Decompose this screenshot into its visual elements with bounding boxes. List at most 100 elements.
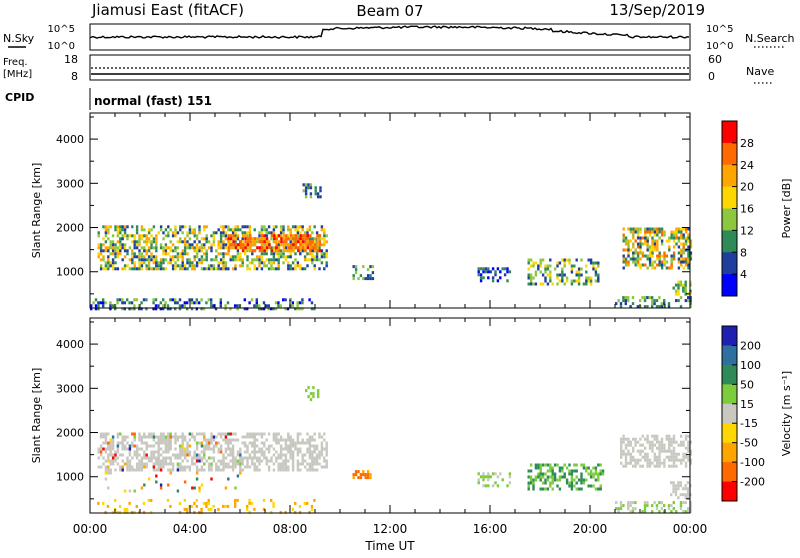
- velocity-cell-r6: [648, 440, 652, 444]
- power-cell-r5: [589, 282, 593, 286]
- power-cell-r3: [366, 277, 370, 281]
- velocity-cell-r0: [111, 444, 115, 448]
- power-cell-r0: [255, 240, 259, 244]
- power-cell-r0: [121, 234, 124, 238]
- velocity-cell-r0: [183, 438, 187, 442]
- power-cell-r6: [687, 239, 690, 243]
- velocity-cell-r2: [317, 395, 320, 399]
- power-cell-r4: [503, 267, 507, 271]
- velocity-cell-r5: [570, 475, 574, 479]
- power-cell-r0: [277, 264, 280, 268]
- power-cell-r7: [200, 298, 203, 302]
- velocity-cell-r0: [164, 450, 168, 454]
- velocity-cell-r7: [279, 510, 282, 514]
- power-cell-r0: [277, 252, 280, 256]
- velocity-cell-r0: [325, 444, 328, 448]
- velocity-cell-r0: [313, 468, 316, 472]
- velocity-cell-r6: [646, 440, 649, 444]
- power-cell-r6: [644, 263, 647, 267]
- power-cell-r0: [107, 267, 110, 271]
- velocity-cell-r0: [217, 447, 220, 451]
- power-cell-r0: [164, 228, 168, 232]
- velocity-cell-r4: [482, 484, 485, 488]
- velocity-cell-r0: [229, 441, 232, 445]
- power-cell-r1: [258, 237, 262, 241]
- velocity-cell-r5: [585, 478, 588, 482]
- power-cell-r8: [663, 305, 666, 309]
- power-cell-r7: [152, 301, 155, 305]
- power-cell-r0: [133, 267, 136, 271]
- power-cell-r7: [188, 298, 191, 302]
- velocity-cell-r8: [619, 504, 623, 508]
- velocity-cell-r0: [231, 468, 235, 472]
- power-cell-r0: [279, 252, 283, 256]
- power-cell-r0: [234, 258, 237, 262]
- power-cell-r6: [651, 227, 654, 231]
- velocity-cell-r7: [207, 498, 210, 502]
- velocity-cell-r0: [251, 450, 254, 454]
- power-cell-r1: [285, 240, 288, 244]
- power-cell-r0: [258, 255, 261, 259]
- velocity-cell-r0: [231, 438, 235, 442]
- power-cell-r6: [624, 263, 628, 267]
- velocity-cell-r0: [183, 468, 187, 472]
- power-cell-r0: [260, 267, 264, 271]
- velocity-cell-r0: [102, 441, 105, 445]
- power-cell-r0: [236, 246, 240, 250]
- power-cell-r6: [687, 254, 690, 258]
- power-cell-r6: [634, 230, 637, 234]
- velocity-cell-r0: [291, 465, 295, 469]
- power-cell-r0: [143, 240, 146, 244]
- velocity-cell-r5: [544, 487, 547, 491]
- velocity-cell-r0: [323, 438, 326, 442]
- velocity-cell-r5: [544, 472, 547, 476]
- power-cell-r5: [549, 279, 552, 283]
- power-cell-r0: [265, 264, 268, 268]
- power-cell-r0: [231, 246, 235, 250]
- power-cell-r0: [147, 264, 151, 268]
- power-cell-r6: [663, 263, 666, 267]
- power-cell-r6: [668, 266, 671, 270]
- velocity-cell-r0: [162, 441, 165, 445]
- velocity-cell-r0: [253, 441, 256, 445]
- power-cell-r6: [653, 230, 657, 234]
- power-cell-r0: [234, 228, 237, 232]
- velocity-cell-r4: [496, 475, 500, 479]
- velocity-cell-r9: [686, 490, 690, 494]
- power-cell-r0: [279, 231, 283, 235]
- power-cell-r1: [249, 249, 252, 253]
- power-cell-r0: [167, 261, 170, 265]
- velocity-cell-r9: [674, 487, 678, 491]
- power-cell-r0: [126, 225, 129, 229]
- velocity-cell-r0: [200, 465, 204, 469]
- velocity-cell-r0: [311, 450, 314, 454]
- power-colorbar-tick: 28: [740, 137, 754, 150]
- power-cell-r1: [309, 240, 312, 244]
- velocity-cell-r0: [255, 459, 259, 463]
- velocity-cell-r5: [599, 487, 602, 491]
- velocity-cell-r8: [629, 501, 632, 505]
- velocity-cell-r0: [323, 459, 326, 463]
- velocity-cell-r0: [224, 462, 228, 466]
- power-cell-r6: [658, 263, 661, 267]
- power-cell-r6: [672, 236, 676, 240]
- power-cell-r5: [592, 267, 595, 271]
- power-cell-r0: [219, 234, 223, 238]
- power-cell-r7: [126, 298, 129, 302]
- power-cell-r0: [114, 252, 117, 256]
- power-cell-r7: [272, 307, 275, 311]
- power-cell-r0: [174, 249, 177, 253]
- power-cell-r0: [212, 237, 216, 241]
- velocity-cell-r0: [126, 435, 129, 439]
- velocity-cell-r5: [527, 469, 530, 473]
- power-cell-r0: [234, 234, 237, 238]
- power-cell-r7: [157, 304, 160, 308]
- power-cell-r0: [155, 237, 158, 241]
- velocity-cell-r7: [193, 510, 196, 514]
- power-cell-r5: [546, 282, 550, 286]
- velocity-cell-r6: [639, 437, 642, 441]
- power-cell-r6: [648, 257, 652, 261]
- velocity-cell-r9: [677, 496, 680, 500]
- velocity-cell-r0: [289, 453, 292, 457]
- power-cell-r0: [176, 258, 180, 262]
